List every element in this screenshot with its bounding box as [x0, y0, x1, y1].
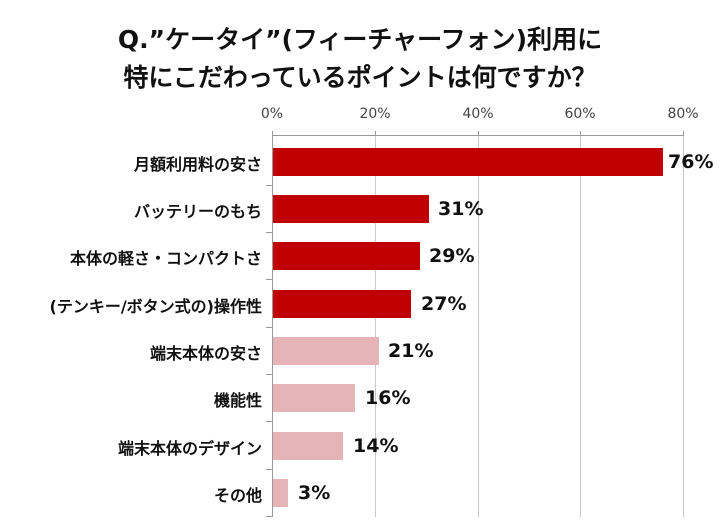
category-label: バッテリーのもち	[133, 202, 262, 221]
value-label: 29%	[429, 245, 475, 267]
tick-label-60: 60%	[564, 106, 596, 122]
chart-title-line1: Q.”ケータイ”(フィーチャーフォン)利用に	[117, 25, 603, 54]
category-label: 端末本体のデザイン	[117, 439, 262, 458]
gridline-60	[580, 135, 581, 517]
value-label: 14%	[353, 435, 399, 457]
y-tick	[266, 327, 272, 328]
value-label: 27%	[421, 293, 467, 315]
category-label: その他	[213, 486, 262, 505]
bar-battery	[273, 195, 429, 223]
tick-label-40: 40%	[462, 106, 494, 122]
x-tick	[478, 131, 479, 136]
x-axis-line	[272, 135, 683, 136]
gridline-40	[478, 135, 479, 517]
y-tick	[266, 232, 272, 233]
value-label: 21%	[388, 340, 434, 362]
value-label: 76%	[668, 151, 714, 173]
bar-other	[273, 479, 288, 507]
tick-label-20: 20%	[359, 106, 391, 122]
bar-design	[273, 432, 343, 460]
y-tick	[266, 469, 272, 470]
bar-monthly-fee	[273, 148, 663, 176]
y-tick	[266, 421, 272, 422]
value-label: 31%	[438, 198, 484, 220]
y-tick	[266, 516, 272, 517]
bar-functionality	[273, 384, 355, 412]
category-label: 機能性	[213, 391, 262, 410]
x-tick	[375, 131, 376, 136]
y-tick	[266, 279, 272, 280]
bar-lightweight	[273, 242, 420, 270]
value-label: 16%	[365, 387, 411, 409]
tick-label-0: 0%	[260, 106, 284, 122]
x-tick	[272, 131, 273, 136]
bar-operability	[273, 290, 411, 318]
category-label: 端末本体の安さ	[149, 344, 262, 363]
gridline-20	[375, 135, 376, 517]
bar-device-price	[273, 337, 379, 365]
chart-title-line2: 特にこだわっているポイントは何ですか？	[123, 63, 597, 92]
y-tick	[266, 185, 272, 186]
y-tick	[266, 374, 272, 375]
category-label: 月額利用料の安さ	[133, 155, 262, 174]
value-label: 3%	[298, 482, 331, 504]
gridline-80	[683, 135, 684, 517]
x-tick	[683, 131, 684, 136]
category-label: (テンキー/ボタン式の)操作性	[49, 297, 262, 316]
category-label: 本体の軽さ・コンパクトさ	[69, 249, 262, 268]
y-axis-line	[272, 135, 273, 517]
x-tick	[580, 131, 581, 136]
tick-label-80: 80%	[667, 106, 699, 122]
